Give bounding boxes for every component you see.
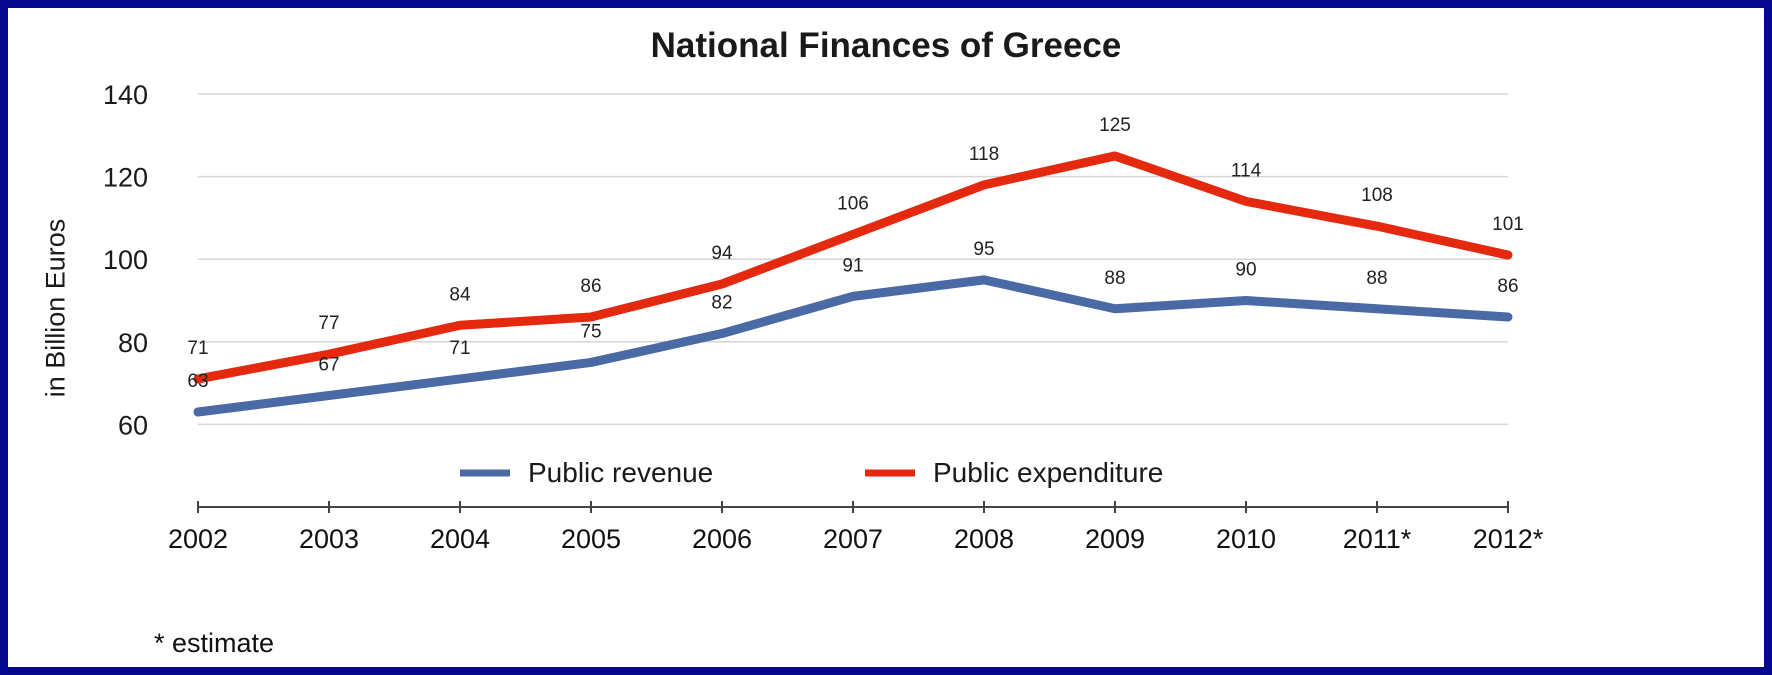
x-tick-label: 2004 <box>430 524 490 554</box>
x-tick-label: 2006 <box>692 524 752 554</box>
data-labels: 63 67 71 75 82 91 95 88 90 88 86 71 77 84 86 94 106 118 12… <box>187 115 1523 392</box>
estimate-footnote: * estimate <box>154 628 275 658</box>
data-label: 71 <box>187 338 208 359</box>
data-label: 86 <box>1497 276 1518 297</box>
data-label: 82 <box>711 293 732 314</box>
legend: Public revenue Public expenditure <box>460 457 1163 488</box>
x-tick-label: 2003 <box>299 524 359 554</box>
x-tick-label: 2008 <box>954 524 1014 554</box>
y-tick-labels: 60 80 100 120 140 <box>103 80 148 440</box>
data-label: 108 <box>1361 185 1393 206</box>
gridlines <box>198 93 1508 426</box>
series-line-revenue <box>193 275 1513 417</box>
chart-title: National Finances of Greece <box>650 26 1122 65</box>
data-label: 91 <box>842 255 863 276</box>
data-label: 95 <box>973 239 994 260</box>
x-tick-label: 2002 <box>168 524 228 554</box>
x-tick-label: 2010 <box>1216 524 1276 554</box>
data-label: 90 <box>1235 260 1256 281</box>
series-lines <box>193 151 1513 417</box>
x-tick-label: 2012* <box>1473 524 1544 554</box>
y-tick-label: 120 <box>103 163 148 193</box>
data-label: 67 <box>318 354 339 375</box>
data-label: 114 <box>1231 160 1262 181</box>
y-tick-label: 80 <box>118 328 148 358</box>
x-tick-label: 2009 <box>1085 524 1145 554</box>
x-axis: 2002 2003 2004 2005 2006 2007 2008 2009 2010 2011… <box>168 501 1544 554</box>
legend-label: Public revenue <box>528 457 713 488</box>
data-label: 63 <box>187 371 208 392</box>
data-label: 94 <box>711 243 733 264</box>
data-label: 77 <box>318 313 339 334</box>
data-label: 84 <box>449 284 471 305</box>
data-label: 71 <box>449 338 470 359</box>
y-tick-label: 60 <box>118 410 148 440</box>
y-tick-label: 140 <box>103 80 148 110</box>
data-label: 86 <box>580 276 601 297</box>
data-label: 125 <box>1099 115 1131 136</box>
x-tick-label: 2005 <box>561 524 621 554</box>
chart-card: National Finances of Greece in Billion E… <box>8 8 1764 667</box>
x-tick-label: 2007 <box>823 524 883 554</box>
x-tick-label: 2011* <box>1343 524 1412 554</box>
y-tick-label: 100 <box>103 245 148 275</box>
series-line-expenditure <box>193 151 1513 384</box>
data-label: 118 <box>969 144 999 165</box>
legend-label: Public expenditure <box>933 457 1163 488</box>
data-label: 88 <box>1104 268 1125 289</box>
data-label: 88 <box>1366 268 1387 289</box>
data-label: 101 <box>1492 214 1524 235</box>
data-label: 106 <box>837 193 869 214</box>
data-label: 75 <box>580 321 601 342</box>
